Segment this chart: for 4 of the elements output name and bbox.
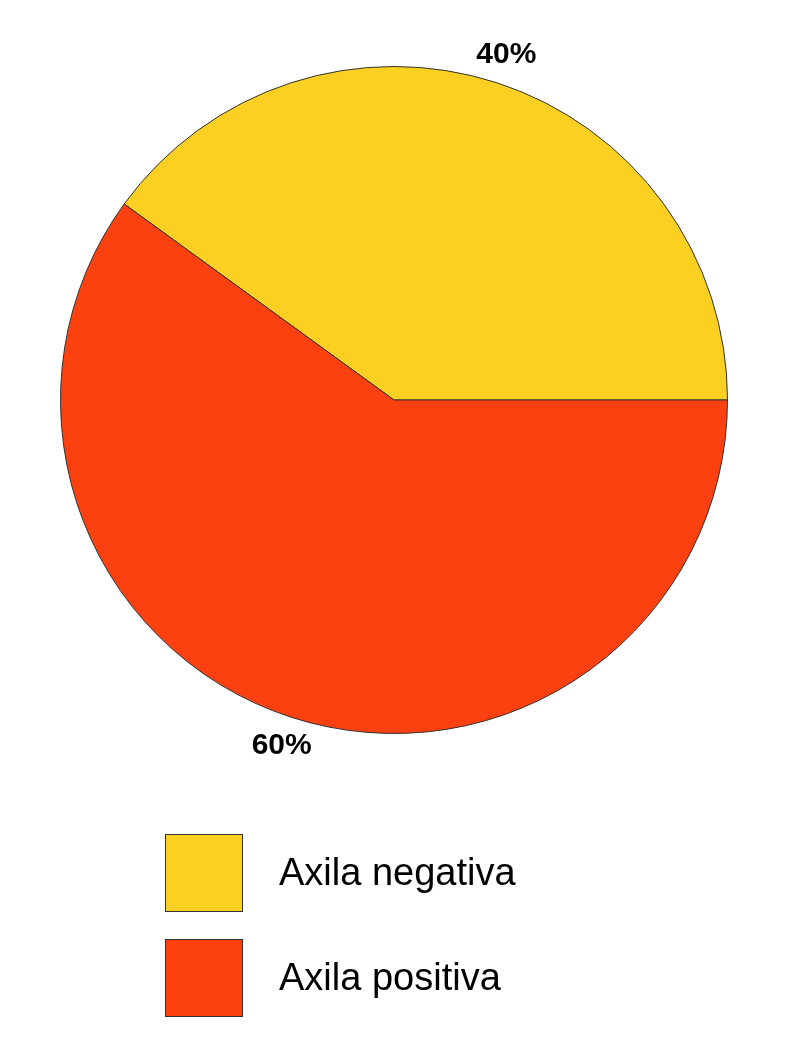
legend-label: Axila negativa	[279, 851, 516, 894]
legend-label: Axila positiva	[279, 956, 501, 999]
data-label: 40%	[476, 35, 537, 69]
data-label: 60%	[251, 726, 312, 760]
